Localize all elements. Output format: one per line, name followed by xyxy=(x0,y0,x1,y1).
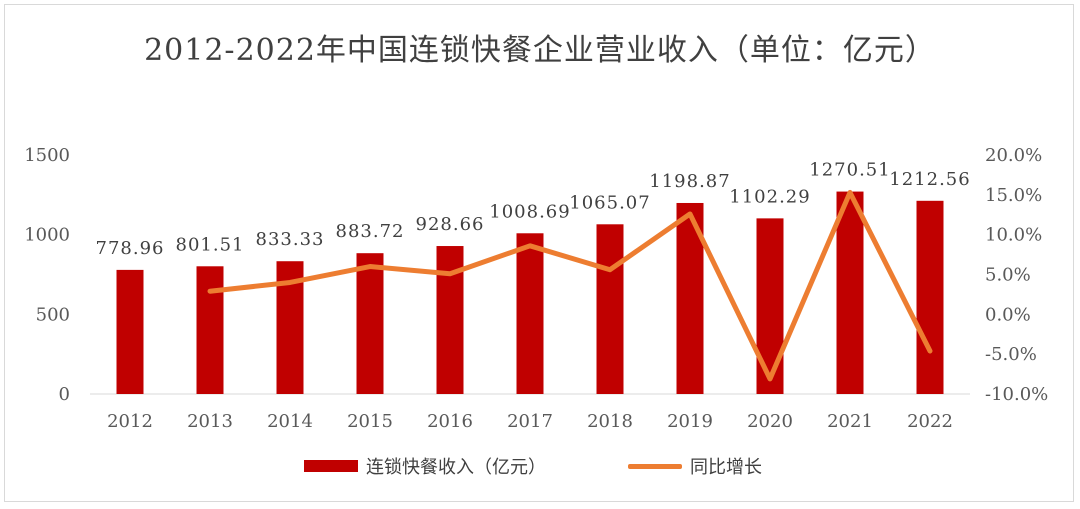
y-right-tick-label: -10.0% xyxy=(985,384,1048,405)
chart-legend: 连锁快餐收入（亿元） 同比增长 xyxy=(0,452,1080,480)
y-left-tick-label: 1000 xyxy=(24,225,70,246)
bar-data-label: 928.66 xyxy=(416,214,485,235)
chart-title: 2012-2022年中国连锁快餐企业营业收入（单位：亿元） xyxy=(144,33,936,68)
x-tick-label: 2015 xyxy=(347,411,393,432)
bar xyxy=(516,233,544,394)
bar-data-label: 1270.51 xyxy=(809,160,890,181)
bar-data-label: 1212.56 xyxy=(889,169,970,190)
bar-data-label: 833.33 xyxy=(256,229,325,250)
bar-data-label: 1008.69 xyxy=(489,201,570,222)
bar xyxy=(356,253,384,394)
bar xyxy=(836,191,864,394)
growth-line xyxy=(207,189,933,382)
x-tick-label: 2018 xyxy=(587,411,633,432)
y-left-tick-label: 1500 xyxy=(24,145,70,166)
x-tick-label: 2020 xyxy=(747,411,793,432)
x-tick-label: 2013 xyxy=(187,411,233,432)
bar xyxy=(196,266,224,394)
y-right-tick-label: -5.0% xyxy=(985,344,1037,365)
bar xyxy=(596,224,624,394)
bar-data-label: 801.51 xyxy=(176,234,245,255)
x-tick-label: 2014 xyxy=(267,411,313,432)
y-right-tick-label: 0.0% xyxy=(985,304,1031,325)
y-right-tick-label: 5.0% xyxy=(985,265,1031,286)
x-tick-label: 2019 xyxy=(667,411,713,432)
legend-swatch-bar xyxy=(304,460,358,472)
legend-swatch-line xyxy=(628,463,682,469)
y-right-tick-label: 10.0% xyxy=(985,225,1042,246)
x-tick-label: 2022 xyxy=(907,411,953,432)
bar xyxy=(916,200,944,394)
y-left-tick-label: 500 xyxy=(36,304,70,325)
x-tick-label: 2017 xyxy=(507,411,553,432)
bar-data-label: 1102.29 xyxy=(729,186,810,207)
legend-item-growth: 同比增长 xyxy=(628,452,762,480)
legend-label-revenue: 连锁快餐收入（亿元） xyxy=(366,457,546,478)
bar-data-label: 778.96 xyxy=(96,238,165,259)
y-right-tick-label: 20.0% xyxy=(985,145,1042,166)
bar xyxy=(116,269,144,394)
x-tick-label: 2021 xyxy=(827,411,873,432)
x-tick-label: 2016 xyxy=(427,411,473,432)
legend-item-revenue: 连锁快餐收入（亿元） xyxy=(304,452,546,480)
y-left-tick-label: 0 xyxy=(59,384,70,405)
legend-label-growth: 同比增长 xyxy=(690,457,762,478)
y-right-tick-label: 15.0% xyxy=(985,185,1042,206)
bar-data-label: 1065.07 xyxy=(569,192,650,213)
x-tick-label: 2012 xyxy=(107,411,153,432)
bar xyxy=(756,218,784,394)
bar-data-label: 883.72 xyxy=(336,221,405,242)
bar-data-label: 1198.87 xyxy=(649,171,730,192)
